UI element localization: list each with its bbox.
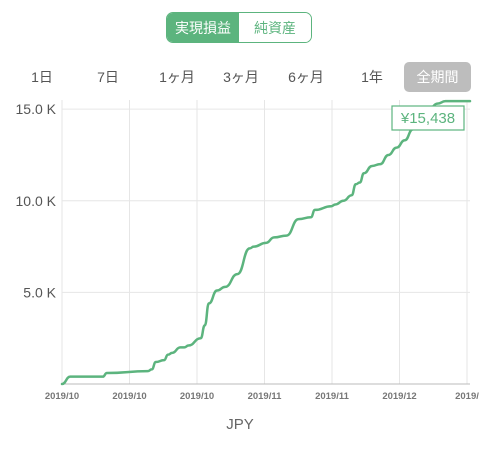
y-tick-label: 5.0 K <box>23 284 56 300</box>
value-callout-label: ¥15,438 <box>400 110 455 127</box>
pnl-series-line <box>60 99 472 386</box>
range-6-months[interactable]: 6ヶ月 <box>288 69 324 85</box>
pnl-mode-toggle: 実現損益 純資産 <box>166 12 312 43</box>
x-tick-label: 2019/12 <box>382 391 416 402</box>
y-tick-label: 15.0 K <box>16 101 57 117</box>
range-all-time[interactable]: 全期間 <box>404 62 471 92</box>
x-tick-label: 2019/11 <box>248 391 283 402</box>
tab-net-assets[interactable]: 純資産 <box>239 13 311 42</box>
x-tick-label: 2019/10 <box>180 391 214 402</box>
tab-realized-pnl[interactable]: 実現損益 <box>167 13 239 42</box>
x-tick-label: 2019/11 <box>315 391 350 402</box>
x-tick-label: 2019/ <box>455 391 479 402</box>
range-1-year[interactable]: 1年 <box>361 69 383 85</box>
value-callout-box <box>391 105 465 131</box>
pnl-chart: 2019/10 2019/10 2019/10 2019/11 2019/11 2019/… <box>16 99 479 402</box>
x-tick-label: 2019/10 <box>45 391 79 402</box>
x-tick-label: 2019/10 <box>112 391 146 402</box>
range-1-day[interactable]: 1日 <box>31 69 53 85</box>
range-7-days[interactable]: 7日 <box>97 69 119 85</box>
currency-label: JPY <box>226 416 254 433</box>
y-tick-label: 10.0 K <box>16 193 57 209</box>
range-1-month[interactable]: 1ヶ月 <box>159 69 195 85</box>
time-range-selector: 1日 7日 1ヶ月 3ヶ月 6ヶ月 1年 全期間 <box>0 62 480 92</box>
range-3-months[interactable]: 3ヶ月 <box>223 69 259 85</box>
